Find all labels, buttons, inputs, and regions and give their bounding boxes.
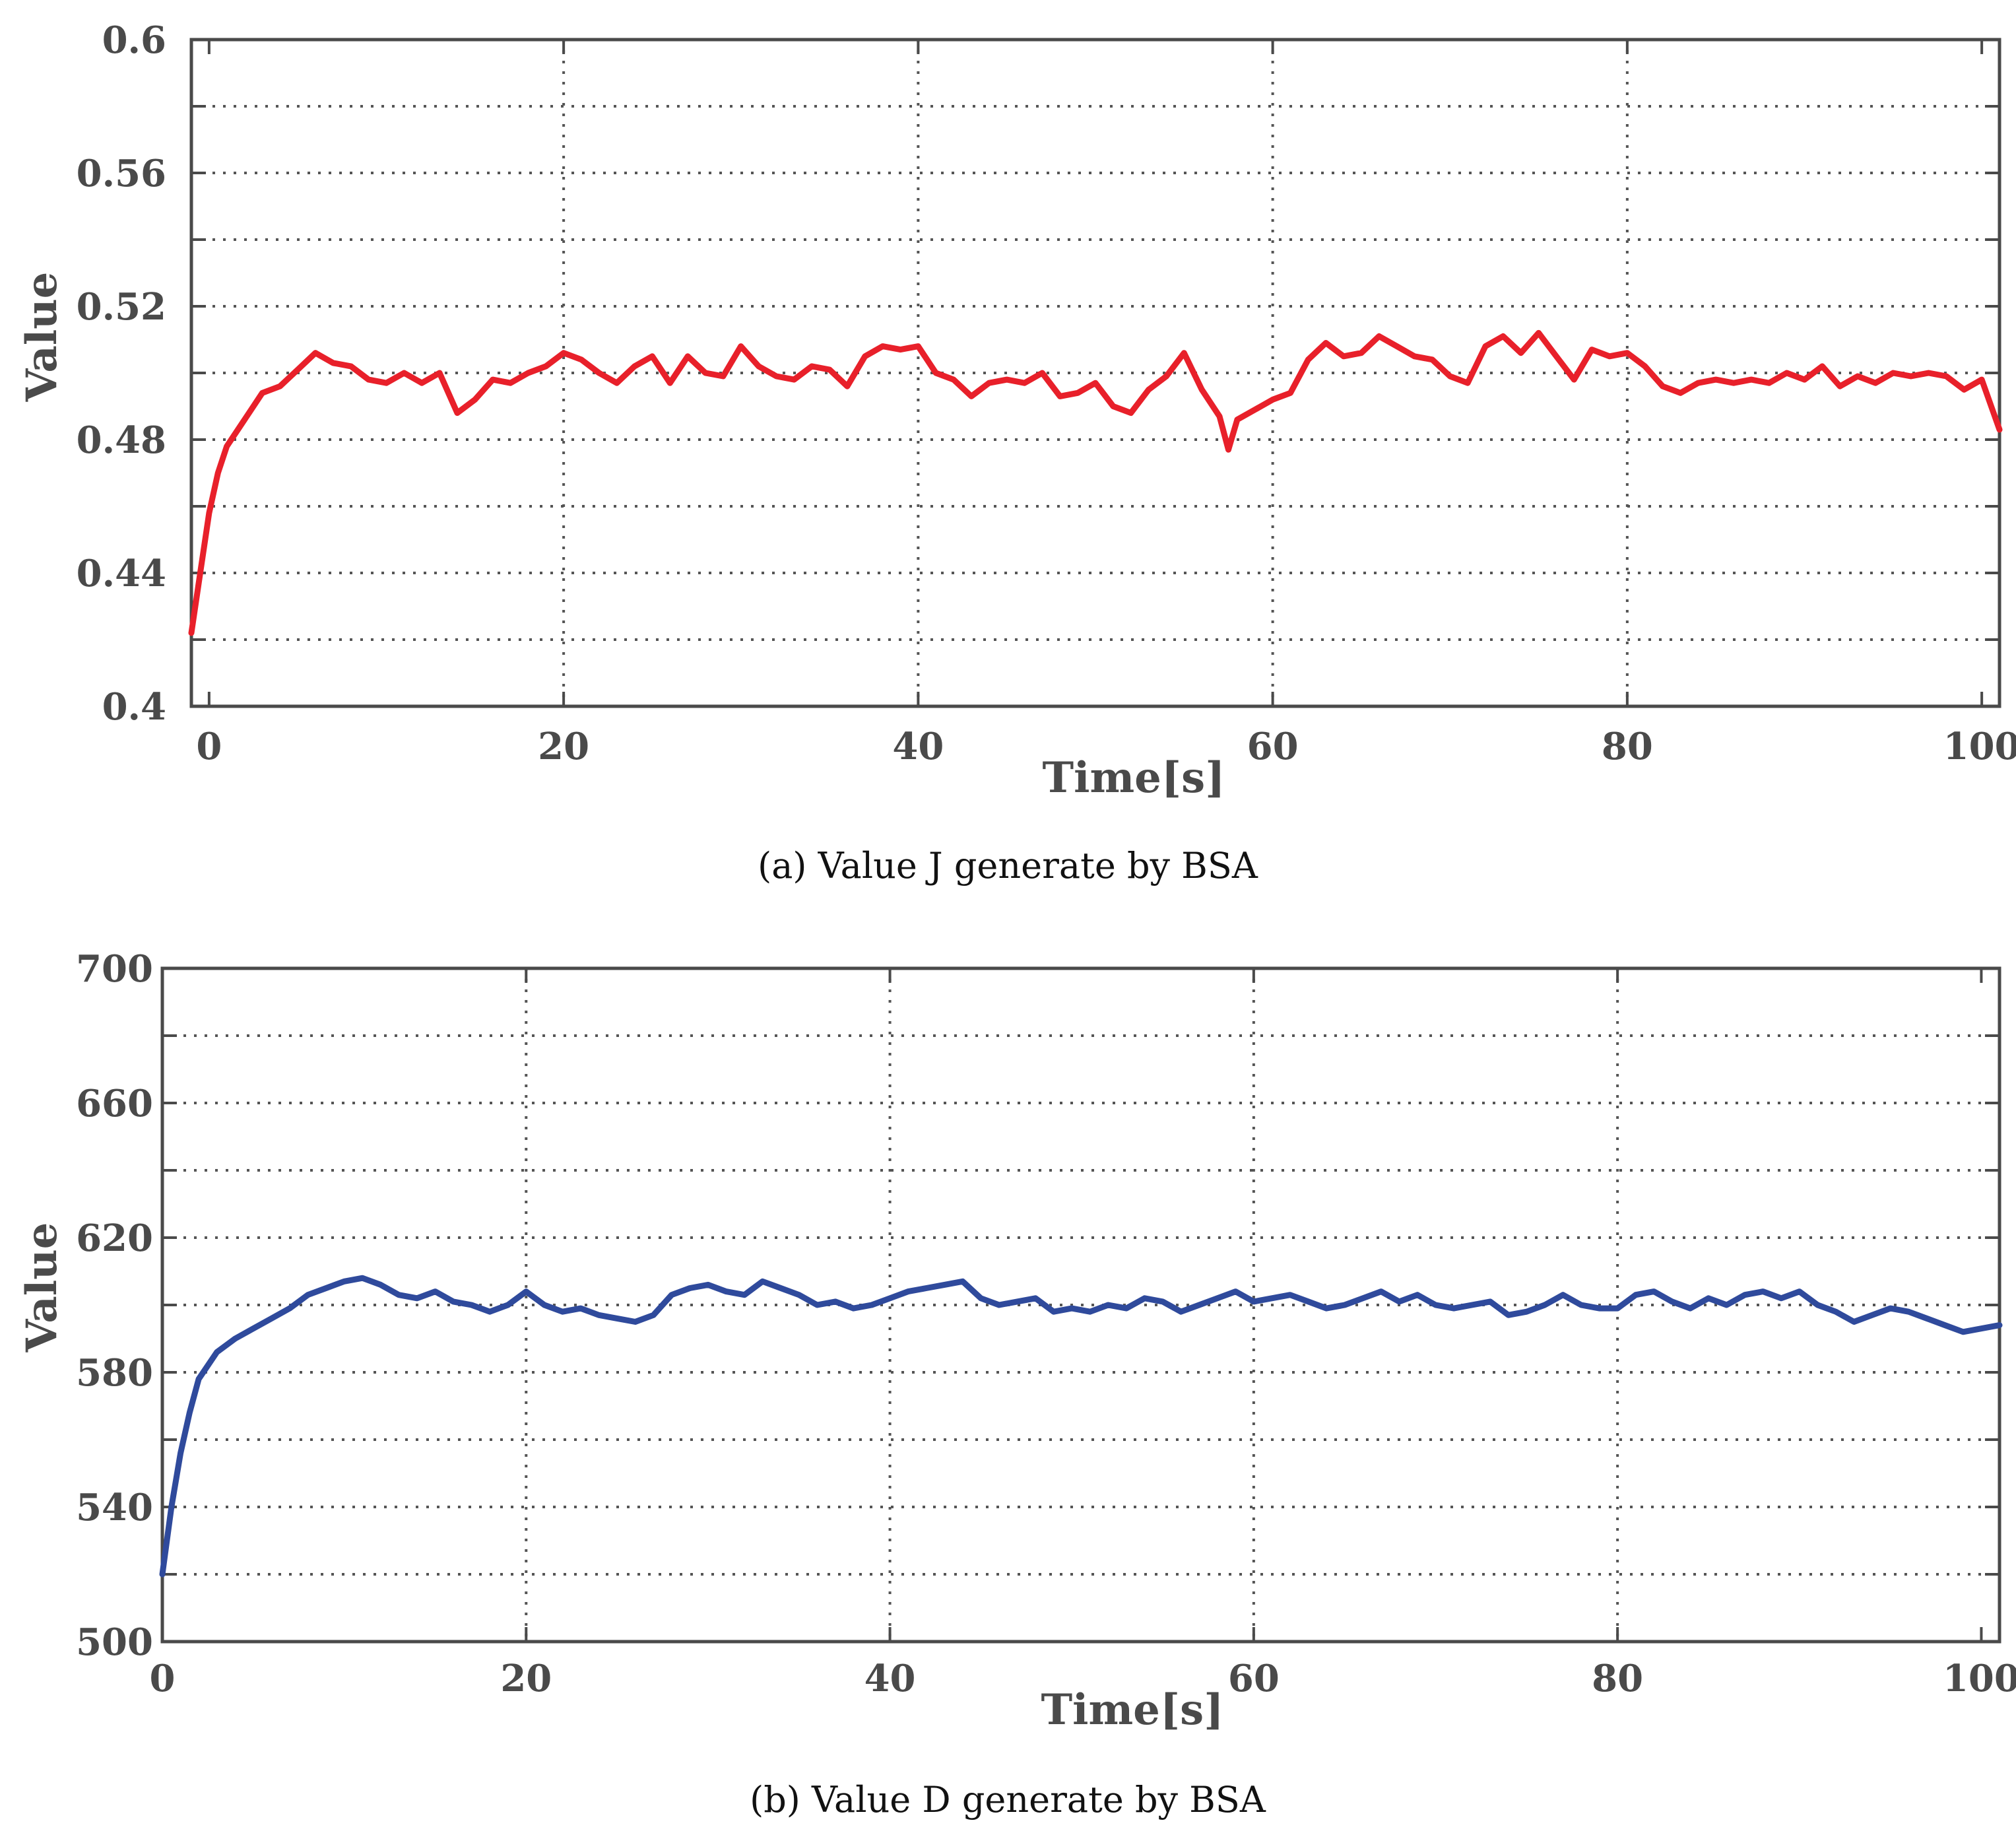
panel-a-value-j: 0 20 40 60 80 100 0.4 0.44 0.48 0.52 0.56 0.6 Time[… [17, 18, 2016, 886]
y-tick-label: 500 [76, 1620, 153, 1664]
caption-b: (b) Value D generate by BSA [750, 1779, 1266, 1820]
grid-b [162, 968, 2000, 1642]
ticks-a: 0 20 40 60 80 100 0.4 0.44 0.48 0.52 0.56 0.6 [77, 18, 2016, 768]
x-axis-title-a: Time[s] [1043, 753, 1225, 803]
x-tick-label: 60 [1228, 1657, 1280, 1700]
ticks-b: 0 20 40 60 80 100 500 540 580 620 660 700 [76, 947, 2016, 1700]
x-tick-label: 0 [196, 725, 222, 768]
y-tick-label: 0.56 [77, 152, 166, 195]
x-tick-label: 60 [1247, 725, 1299, 768]
y-tick-label: 0.48 [77, 418, 166, 462]
x-axis-title-b: Time[s] [1041, 1685, 1224, 1735]
x-tick-label: 20 [500, 1657, 552, 1700]
x-tick-label: 40 [892, 725, 944, 768]
series-line-value-d [159, 1275, 2003, 1578]
x-tick-label: 80 [1602, 725, 1653, 768]
series-line-value-j [188, 329, 2003, 636]
panel-b-value-d: 0 20 40 60 80 100 500 540 580 620 660 700 Time[s] V… [17, 947, 2016, 1820]
x-tick-label: 0 [150, 1657, 176, 1700]
x-tick-label: 80 [1592, 1657, 1643, 1700]
y-tick-label: 620 [76, 1217, 153, 1260]
y-tick-label: 540 [76, 1486, 153, 1529]
y-tick-label: 0.4 [102, 685, 166, 729]
caption-a: (a) Value J generate by BSA [758, 845, 1258, 886]
y-tick-label: 0.52 [77, 285, 166, 329]
y-tick-label: 660 [76, 1082, 153, 1125]
y-tick-label: 0.44 [77, 552, 166, 595]
y-tick-label: 700 [76, 947, 153, 991]
y-axis-title-a: Value [17, 272, 67, 403]
y-axis-title-b: Value [17, 1222, 67, 1353]
plot-frame-a [189, 38, 2001, 708]
x-tick-label: 100 [1943, 1657, 2016, 1700]
y-tick-label: 0.6 [102, 18, 166, 62]
x-tick-label: 20 [538, 725, 589, 768]
x-tick-label: 40 [864, 1657, 916, 1700]
grid-a [191, 40, 2000, 706]
x-tick-label: 100 [1943, 725, 2016, 768]
y-tick-label: 580 [76, 1351, 153, 1395]
